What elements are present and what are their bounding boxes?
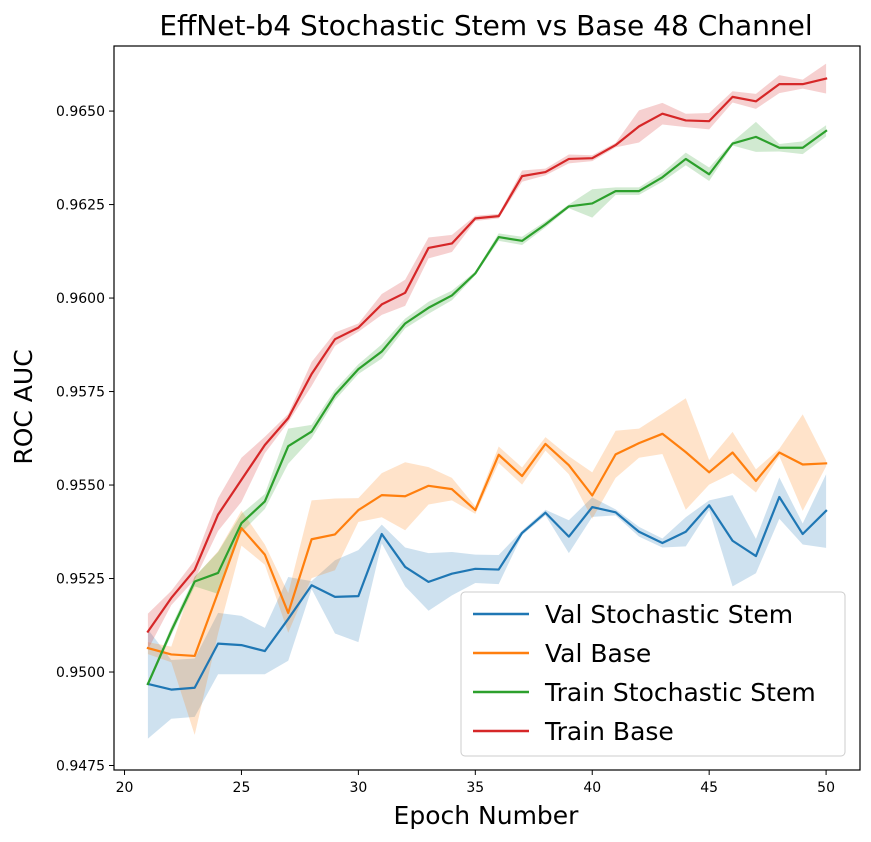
line-series-1: [146, 432, 828, 658]
x-tick-label: 20: [116, 780, 134, 796]
legend-label-3: Train Base: [544, 717, 674, 746]
line-series-0: [146, 495, 828, 691]
legend: Val Stochastic Stem Val Base Train Stochas…: [460, 591, 846, 757]
y-tick-label: 0.9475: [56, 759, 105, 775]
x-tick-label: 30: [349, 780, 367, 796]
x-tick-label: 40: [583, 780, 601, 796]
x-axis-label: Epoch Number: [394, 801, 580, 830]
plot-frame: [113, 45, 861, 771]
legend-label-0: Val Stochastic Stem: [545, 600, 793, 629]
y-axis-label: ROC AUC: [9, 349, 38, 464]
y-tick-label: 0.9600: [56, 291, 105, 307]
y-tick-label: 0.9525: [56, 572, 105, 588]
y-tick-label: 0.9550: [56, 478, 105, 494]
legend-label-1: Val Base: [545, 639, 651, 668]
line-series-2: [146, 129, 828, 686]
series-lines: [146, 77, 828, 691]
y-tick-label: 0.9625: [56, 198, 105, 214]
x-tick-label: 25: [233, 780, 251, 796]
x-tick-label: 45: [700, 780, 718, 796]
legend-box: [460, 591, 846, 757]
y-tick-label: 0.9500: [56, 665, 105, 681]
x-tick-label: 35: [466, 780, 484, 796]
chart-title: EffNet-b4 Stochastic Stem vs Base 48 Cha…: [159, 9, 812, 42]
y-tick-label: 0.9575: [56, 385, 105, 401]
legend-label-2: Train Stochastic Stem: [544, 678, 816, 707]
y-tick-label: 0.9650: [56, 104, 105, 120]
axes: 20 25 30 35 40 45 50 0.9475 0.9500 0.9525 0.9550 0.…: [56, 45, 861, 796]
line-series-3: [146, 77, 828, 634]
x-tick-label: 50: [817, 780, 835, 796]
